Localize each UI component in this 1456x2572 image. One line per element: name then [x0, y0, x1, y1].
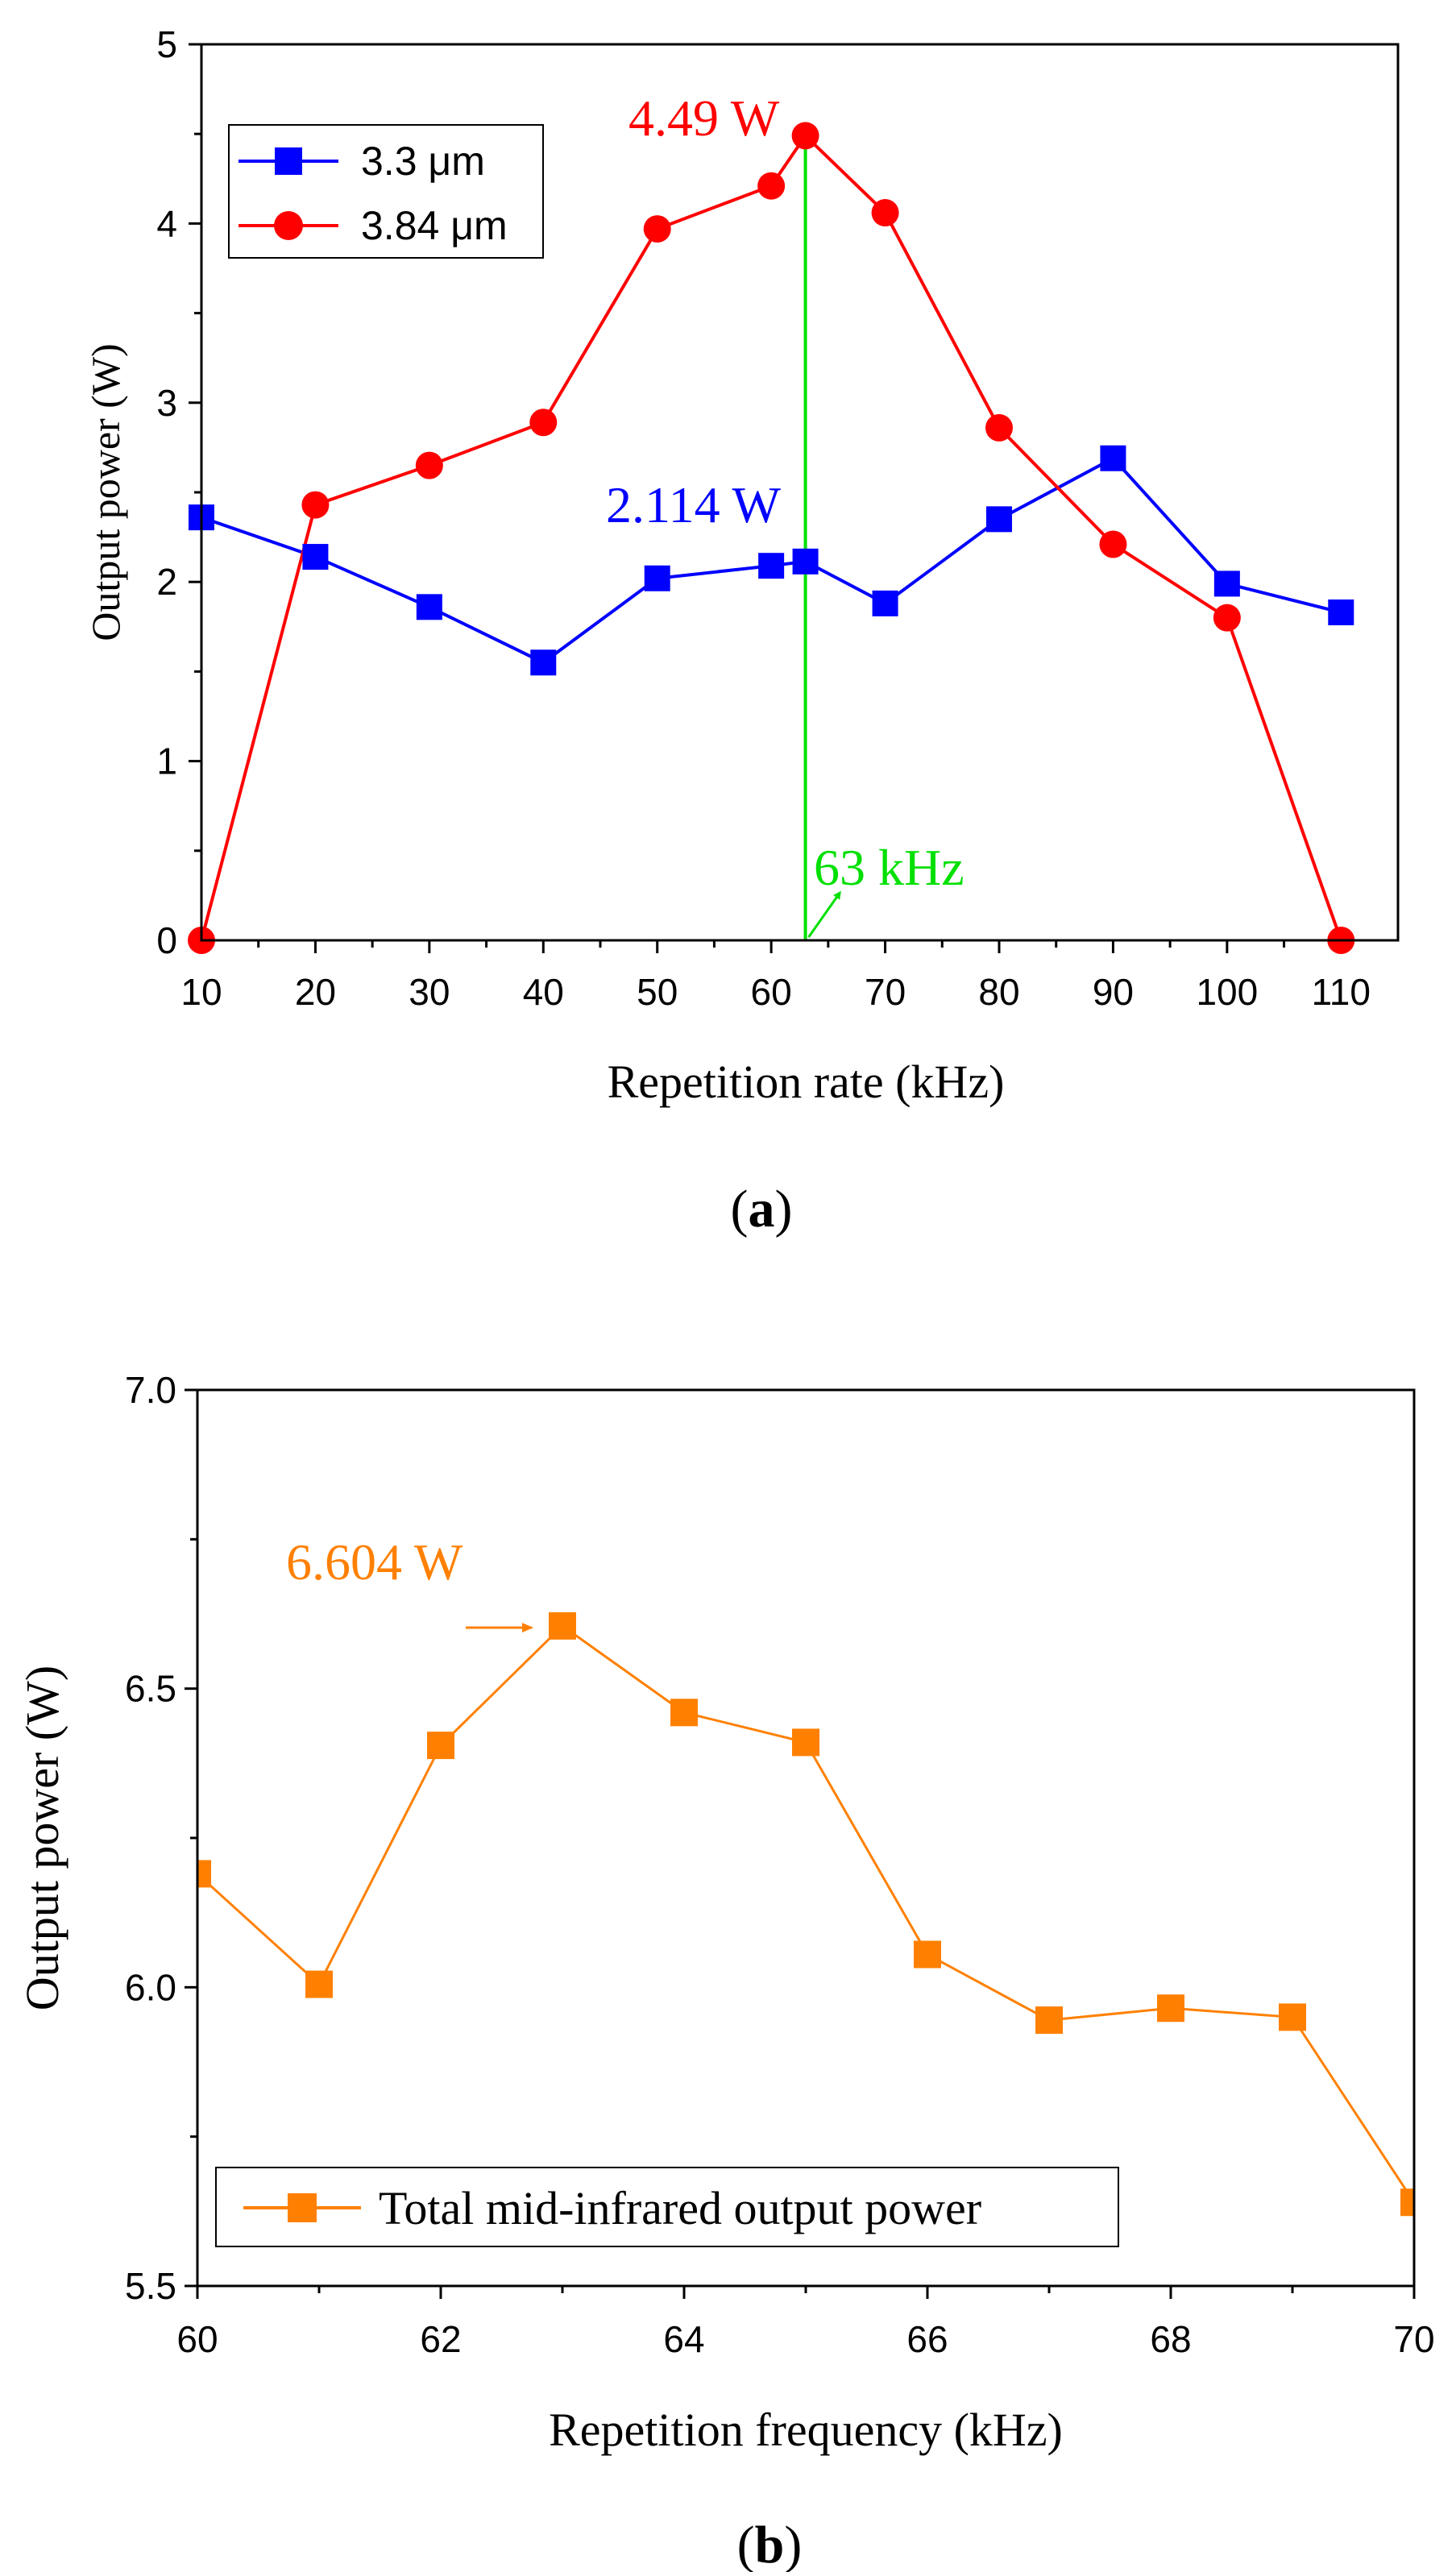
chart-a-point-series-2	[301, 491, 330, 519]
chart-b-point	[792, 1728, 819, 1757]
chart-a-point-series-1	[1213, 570, 1240, 597]
chart-a-point-series-2	[415, 451, 443, 479]
chart-a-x-tick-label: 20	[295, 971, 336, 1013]
chart-b-y-tick-label: 6.5	[125, 1668, 176, 1710]
chart-a-point-series-2	[985, 413, 1013, 442]
chart-a-y-tick-label: 1	[156, 740, 177, 782]
chart-a-x-tick-label: 50	[637, 971, 678, 1013]
chart-a-x-tick-label: 80	[978, 971, 1019, 1013]
chart-a-point-series-2	[1213, 604, 1241, 632]
chart-b-point	[1157, 1994, 1184, 2022]
chart-a-point-series-1	[1100, 445, 1126, 471]
chart-b-x-tick-label: 60	[176, 2318, 218, 2360]
chart-a-x-tick-label: 10	[180, 971, 222, 1013]
chart-a: 10 20 30 40 50 60 70 80 90 100 110 0 1 2 3 4 5 4.49 W 2.…	[83, 23, 1400, 1238]
chart-a-point-series-2	[529, 409, 558, 437]
chart-a-legend-marker-2	[274, 211, 303, 240]
chart-a-y-tick-label: 0	[156, 919, 177, 961]
chart-a-y-tick-label: 4	[156, 202, 177, 244]
chart-a-point-series-1	[530, 649, 557, 676]
chart-a-point-series-2	[871, 199, 899, 227]
chart-a-legend-label-1: 3.3 μm	[361, 139, 485, 184]
chart-a-point-series-1	[792, 548, 819, 575]
chart-a-annotation-peak-blue: 2.114 W	[606, 476, 781, 533]
chart-b-y-axis-title: Output power (W)	[16, 1666, 68, 2010]
chart-a-series	[188, 122, 1355, 954]
chart-b-plot-frame	[196, 1388, 1416, 2288]
chart-a-point-series-1	[872, 590, 898, 616]
chart-a-annotation-peak-red: 4.49 W	[628, 89, 780, 147]
chart-a-point-series-2	[757, 172, 786, 200]
chart-b-annotation-peak: 6.604 W	[286, 1533, 463, 1591]
chart-a-point-series-2	[643, 215, 671, 243]
chart-a-panel-letter: a	[749, 1180, 775, 1238]
chart-a-series-line-2	[200, 133, 1343, 941]
chart-b-point	[1035, 2006, 1063, 2035]
chart-b-panel-letter: b	[755, 2516, 785, 2572]
chart-a-x-tick-label: 40	[523, 971, 564, 1013]
chart-a-ticks: 10 20 30 40 50 60 70 80 90 100 110 0 1 2 3 4 5	[156, 23, 1371, 1013]
chart-a-x-tick-label: 60	[751, 971, 792, 1013]
chart-a-y-tick-label: 3	[156, 382, 177, 424]
chart-a-point-series-1	[416, 594, 442, 620]
chart-a-point-series-1	[644, 565, 670, 591]
chart-a-vertical-marker-arrow	[807, 890, 841, 938]
chart-b-x-tick-label: 70	[1393, 2318, 1434, 2360]
chart-b-x-tick-label: 66	[906, 2318, 948, 2360]
chart-a-x-tick-label: 30	[409, 971, 450, 1013]
chart-a-point-series-1	[302, 544, 329, 570]
chart-b-legend-box	[215, 2167, 1119, 2247]
chart-a-y-axis-title: Output power (W)	[83, 343, 128, 641]
svg-text:(b): (b)	[737, 2516, 803, 2572]
chart-b-legend-label: Total mid-infrared output power	[379, 2182, 981, 2234]
chart-b-x-tick-label: 62	[420, 2318, 461, 2360]
chart-b-legend: Total mid-infrared output power	[215, 2167, 1119, 2247]
chart-b: 60 62 64 66 68 70 5.5 6.0 6.5 7.0 6.604 W Total m…	[16, 1369, 1435, 2572]
chart-a-x-tick-label: 90	[1093, 971, 1134, 1013]
chart-a-x-tick-label: 100	[1196, 971, 1258, 1013]
chart-b-point	[427, 1732, 454, 1760]
chart-a-legend-marker-1	[275, 147, 302, 175]
chart-a-annotation-vline: 63 kHz	[814, 839, 964, 896]
chart-a-legend-label-2: 3.84 μm	[361, 203, 508, 248]
chart-b-point	[549, 1612, 576, 1640]
chart-b-legend-marker	[288, 2193, 317, 2222]
chart-a-y-tick-label: 5	[156, 23, 177, 65]
chart-a-point-series-1	[758, 553, 785, 579]
chart-b-y-tick-label: 7.0	[125, 1369, 176, 1411]
chart-a-point-series-1	[986, 506, 1012, 533]
chart-b-y-tick-label: 5.5	[125, 2265, 176, 2307]
chart-b-point	[670, 1699, 698, 1727]
chart-b-point	[305, 1970, 333, 1998]
chart-b-point	[1400, 2188, 1414, 2217]
chart-b-x-tick-label: 68	[1150, 2318, 1191, 2360]
chart-b-x-tick-label: 64	[663, 2318, 704, 2360]
chart-b-panel-label: (b)	[737, 2516, 803, 2572]
chart-b-y-tick-label: 6.0	[125, 1966, 176, 2008]
chart-a-point-series-2	[1099, 530, 1127, 558]
chart-b-x-axis-title: Repetition frequency (kHz)	[549, 2404, 1063, 2456]
chart-a-series-line-1	[201, 456, 1342, 665]
svg-text:(a): (a)	[731, 1180, 793, 1238]
chart-b-point	[197, 1860, 211, 1888]
chart-a-x-tick-label: 70	[865, 971, 906, 1013]
chart-a-y-tick-label: 2	[156, 561, 177, 603]
chart-a-plot-frame	[200, 43, 1400, 942]
chart-a-legend: 3.3 μm 3.84 μm	[228, 124, 544, 259]
chart-b-series	[196, 1612, 1416, 2217]
chart-a-point-series-1	[1328, 599, 1354, 626]
chart-a-panel-label: (a)	[731, 1180, 793, 1238]
chart-b-point	[914, 1940, 941, 1968]
chart-a-x-tick-label: 110	[1312, 971, 1371, 1013]
chart-b-point	[1279, 2003, 1306, 2031]
chart-a-x-axis-title: Repetition rate (kHz)	[608, 1056, 1005, 1108]
chart-b-series-line	[196, 1624, 1416, 2204]
chart-a-point-series-2	[791, 122, 819, 150]
